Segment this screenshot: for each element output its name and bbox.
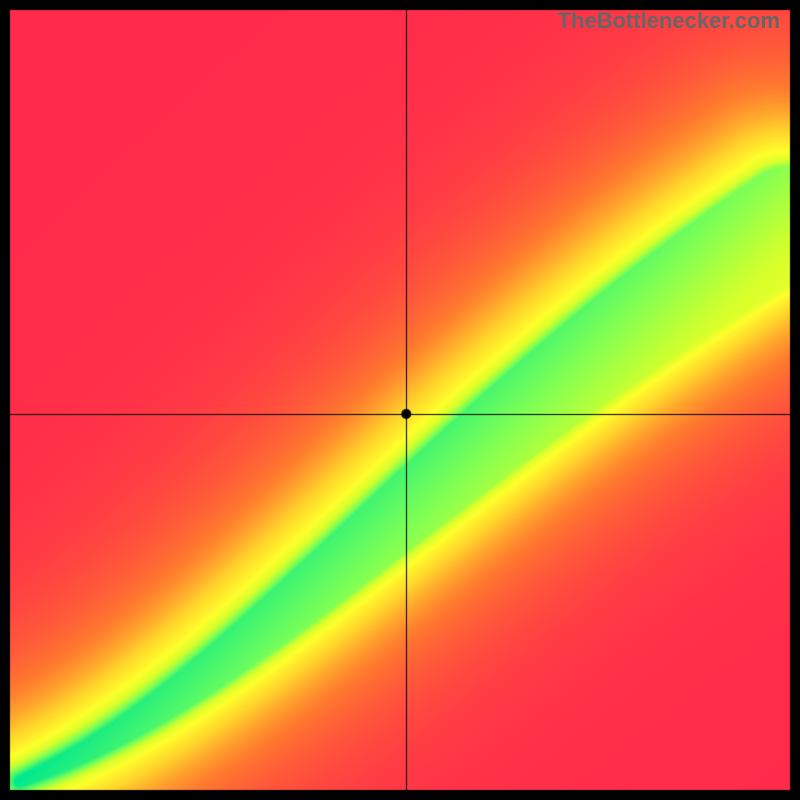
watermark-text: TheBottlenecker.com [557,8,780,34]
bottleneck-heatmap [0,0,800,800]
